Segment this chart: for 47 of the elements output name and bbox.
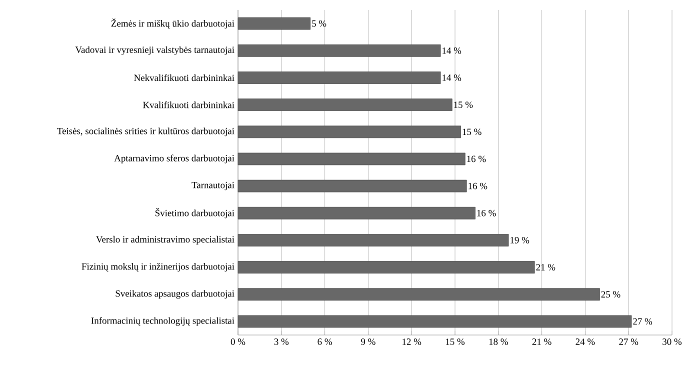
y-tick-label: Fizinių mokslų ir inžinerijos darbuotojai (82, 262, 234, 272)
y-tick-label: Aptarnavimo sferos darbuotojai (114, 154, 234, 164)
x-tick-label: 12 % (402, 338, 422, 345)
y-tick-label: Sveikatos apsaugos darbuotojai (116, 290, 234, 299)
y-tick-label: Švietimo darbuotojai (155, 208, 234, 218)
bar (238, 44, 441, 57)
bar (238, 152, 466, 166)
data-label: 16 % (467, 156, 486, 162)
data-label: 19 % (510, 237, 530, 244)
bar (238, 72, 441, 84)
data-label: 15 % (454, 102, 473, 108)
data-label: 25 % (601, 291, 620, 298)
x-tick-label: 6 % (318, 338, 332, 345)
data-label: 14 % (442, 47, 462, 54)
bar (238, 206, 476, 220)
bar (238, 180, 467, 192)
bar (238, 234, 509, 246)
x-tick-label: 0 % (230, 338, 246, 345)
x-tick-label: 21 % (532, 338, 552, 345)
y-tick-label: Kvalifikuoti darbininkai (143, 101, 234, 108)
x-tick-label: 9 % (361, 338, 376, 345)
y-tick-label: Verslo ir administravimo specialistai (96, 236, 234, 245)
y-tick-label: Teisės, socialinės srities ir kultūros darbuotojai (57, 128, 234, 136)
x-tick-label: 18 % (489, 338, 508, 345)
data-label: 27 % (633, 318, 652, 325)
x-tick-label: 15 % (446, 338, 465, 345)
bar (238, 288, 600, 301)
x-tick-label: 27 % (619, 338, 638, 345)
y-tick-label: Nekvalifikuoti darbininkai (134, 74, 234, 82)
y-tick-label: Informacinių technologijų specialistai (91, 317, 234, 326)
bar (238, 126, 461, 138)
data-label: 5 % (312, 20, 326, 27)
bar (238, 315, 632, 328)
y-tick-label: Tarnautojai (192, 182, 234, 190)
bar (238, 17, 311, 30)
x-tick-label: 30 % (662, 338, 682, 345)
y-tick-label: Žemės ir miškų ūkio darbuotojai (111, 18, 234, 29)
data-label: 16 % (468, 182, 488, 190)
bar (238, 98, 452, 111)
data-label: 16 % (477, 210, 496, 216)
data-label: 21 % (536, 264, 556, 271)
data-label: 14 % (442, 74, 462, 81)
data-label: 15 % (462, 128, 482, 136)
x-tick-label: 24 % (576, 338, 595, 345)
bar (238, 261, 535, 274)
x-tick-label: 3 % (274, 338, 289, 345)
y-tick-label: Vadovai ir vyresnieji valstybės tarnautojai (75, 46, 234, 55)
